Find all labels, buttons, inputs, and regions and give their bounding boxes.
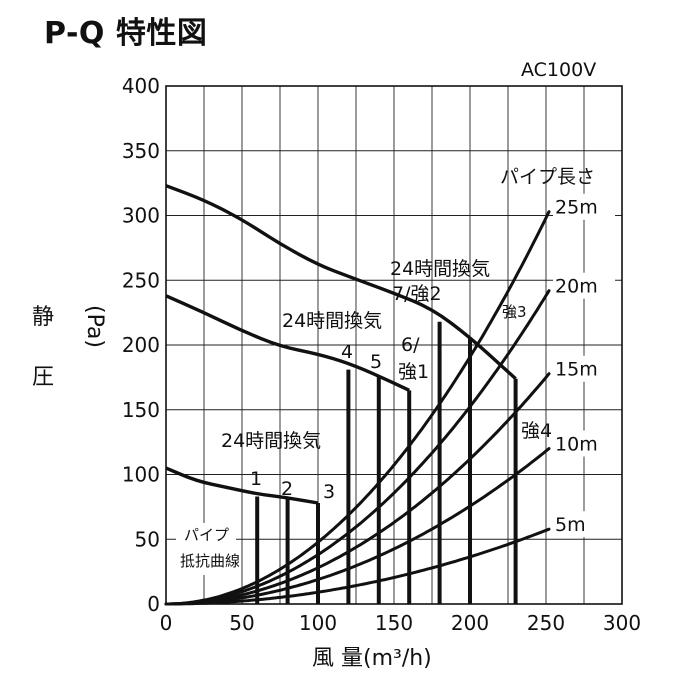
bar-label-7: 7/強2 <box>392 283 442 305</box>
bar-label-1: 1 <box>250 468 262 490</box>
group1-title: 24時間換気 <box>221 430 321 452</box>
bar-label-6: 6/ <box>401 334 420 356</box>
x-tick-label: 100 <box>299 611 337 635</box>
pipe-curve-15m <box>164 372 551 606</box>
pipe-label-bg <box>553 511 616 538</box>
pq-curve-high <box>165 184 517 380</box>
y-tick-label: 300 <box>122 204 160 228</box>
x-tick-label: 0 <box>160 611 173 635</box>
pipe-label-10m: 10m <box>555 434 598 456</box>
pipe-resistance-label-2: 抵抗曲線 <box>180 552 240 570</box>
group3-title: 24時間換気 <box>390 258 490 280</box>
pipe-curve-25m <box>164 210 551 606</box>
pipe-length-title: パイプ長さ <box>500 166 595 188</box>
y-tick-label: 350 <box>122 139 160 163</box>
y-tick-label: 150 <box>122 398 160 422</box>
bar-label-k3: 強3 <box>502 303 527 321</box>
x-axis-title: 風 量(m³/h) <box>312 646 432 671</box>
pipe-curve-5m <box>164 527 551 606</box>
pq-curves <box>165 184 517 505</box>
pipe-resistance-curves: 25m 20m 15m 10m 5m <box>164 193 616 606</box>
bar-label-6b: 強1 <box>398 361 429 383</box>
y-tick-label: 200 <box>122 333 160 357</box>
pipe-label-bg <box>553 272 616 299</box>
y-tick-label: 100 <box>122 463 160 487</box>
x-tick-label: 200 <box>451 611 489 635</box>
pq-curve-mid <box>165 294 410 392</box>
y-axis-char-1: 静 <box>32 305 54 330</box>
pipe-label-25m: 25m <box>555 197 598 219</box>
y-tick-label: 250 <box>122 268 160 292</box>
pipe-label-5m: 5m <box>555 514 586 536</box>
y-tick-label: 0 <box>147 592 160 616</box>
x-tick-labels: 0 50 100 150 200 250 300 <box>160 611 641 635</box>
bar-label-3: 3 <box>323 481 335 503</box>
y-tick-label: 400 <box>122 74 160 98</box>
pipe-label-bg <box>553 430 616 457</box>
x-tick-label: 50 <box>229 611 254 635</box>
y-axis-unit: (Pa) <box>82 305 107 348</box>
bar-label-5: 5 <box>370 351 382 373</box>
group2-title: 24時間換気 <box>282 310 382 332</box>
bar-label-4: 4 <box>341 341 353 363</box>
voltage-label: AC100V <box>521 59 596 81</box>
y-tick-labels: 0 50 100 150 200 250 300 350 400 <box>122 74 160 616</box>
x-tick-label: 150 <box>375 611 413 635</box>
pipe-resistance-label-1: パイプ <box>184 526 229 544</box>
y-tick-label: 50 <box>135 527 160 551</box>
page-title: P-Q 特性図 <box>44 16 208 51</box>
bar-label-k4: 強4 <box>521 420 552 442</box>
operating-bars <box>255 321 518 604</box>
pq-curve-low <box>165 466 319 505</box>
annotations: AC100V パイプ長さ 24時間換気 24時間換気 24時間換気 1 2 3 … <box>32 59 596 671</box>
plot-border <box>165 85 623 605</box>
pipe-curve-10m <box>164 447 551 606</box>
y-axis-char-2: 圧 <box>32 365 54 390</box>
plot-frame <box>165 85 623 605</box>
pipe-label-15m: 15m <box>555 359 598 381</box>
x-tick-label: 300 <box>603 611 641 635</box>
pipe-label-bg <box>553 355 616 382</box>
pipe-label-20m: 20m <box>555 276 598 298</box>
bar-label-2: 2 <box>281 478 293 500</box>
pipe-curve-20m <box>164 289 551 606</box>
pipe-label-bg <box>553 193 616 220</box>
x-tick-label: 250 <box>527 611 565 635</box>
